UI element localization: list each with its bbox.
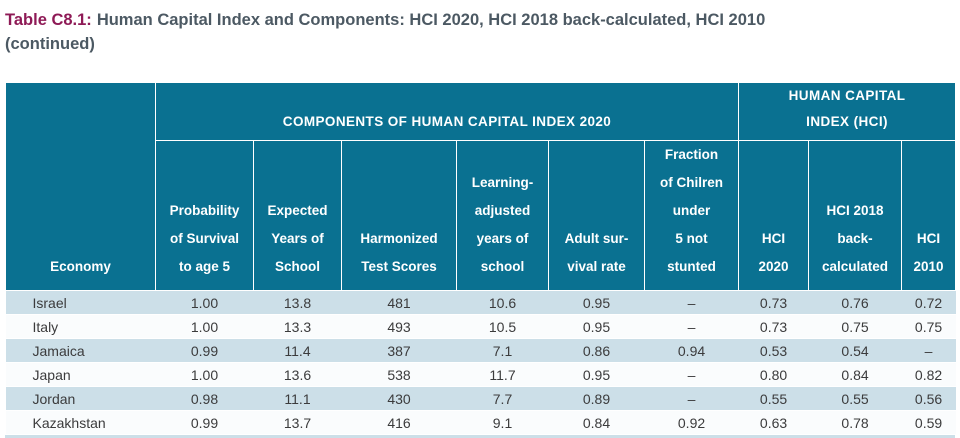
value-cell: 1.00 bbox=[155, 314, 254, 339]
value-cell: 0.98 bbox=[155, 386, 254, 411]
table-body: Israel 1.00 13.8 481 10.6 0.95 – 0.73 0.… bbox=[5, 290, 956, 435]
value-cell: 0.59 bbox=[901, 410, 956, 435]
value-cell: 0.84 bbox=[548, 410, 645, 435]
value-cell: 0.86 bbox=[548, 338, 645, 363]
value-cell: 11.7 bbox=[456, 362, 549, 387]
group-header-row: Economy COMPONENTS OF HUMAN CAPITAL INDE… bbox=[5, 82, 957, 291]
column-header-expected-years: Expected Years of School bbox=[253, 140, 342, 291]
value-cell: 0.94 bbox=[644, 338, 739, 363]
value-cell: 7.1 bbox=[456, 338, 549, 363]
table-row: Kazakhstan 0.99 13.7 416 9.1 0.84 0.92 0… bbox=[5, 410, 956, 435]
value-cell: 430 bbox=[341, 386, 457, 411]
table-caption: Table C8.1: Human Capital Index and Compo… bbox=[5, 8, 955, 56]
column-header-hci-2018: HCI 2018 back- calculated bbox=[808, 140, 903, 291]
value-cell: 0.56 bbox=[901, 386, 956, 411]
value-cell: – bbox=[644, 362, 739, 387]
economy-cell: Japan bbox=[5, 362, 156, 387]
column-header-economy: Economy bbox=[5, 82, 156, 291]
economy-cell: Kazakhstan bbox=[5, 410, 156, 435]
value-cell: 0.73 bbox=[738, 314, 809, 339]
column-header-survival: Probability of Survival to age 5 bbox=[155, 140, 254, 291]
value-cell: 10.6 bbox=[456, 290, 549, 315]
value-cell: 10.5 bbox=[456, 314, 549, 339]
hci-data-table: Economy COMPONENTS OF HUMAN CAPITAL INDE… bbox=[5, 82, 957, 435]
table-row: Italy 1.00 13.3 493 10.5 0.95 – 0.73 0.7… bbox=[5, 314, 956, 339]
column-header-row: Probability of Survival to age 5 Expecte… bbox=[6, 140, 957, 291]
table-row: Jordan 0.98 11.1 430 7.7 0.89 – 0.55 0.5… bbox=[5, 386, 956, 411]
economy-cell: Jamaica bbox=[5, 338, 156, 363]
value-cell: 0.73 bbox=[738, 290, 809, 315]
value-cell: 0.92 bbox=[644, 410, 739, 435]
value-cell: – bbox=[644, 386, 739, 411]
value-cell: 0.78 bbox=[808, 410, 902, 435]
value-cell: 0.99 bbox=[155, 410, 254, 435]
table-caption-title: Human Capital Index and Components: HCI … bbox=[5, 11, 766, 53]
table-row: Japan 1.00 13.6 538 11.7 0.95 – 0.80 0.8… bbox=[5, 362, 956, 387]
table-caption-number: Table C8.1: bbox=[5, 11, 92, 29]
column-header-not-stunted: Fraction of Chilren under 5 not stunted bbox=[643, 140, 740, 291]
value-cell: 0.95 bbox=[548, 362, 645, 387]
value-cell: 0.80 bbox=[738, 362, 809, 387]
value-cell: 11.1 bbox=[253, 386, 342, 411]
economy-cell: Israel bbox=[5, 290, 156, 315]
value-cell: 0.95 bbox=[548, 314, 645, 339]
value-cell: 416 bbox=[341, 410, 457, 435]
economy-cell: Jordan bbox=[5, 386, 156, 411]
column-header-adult-survival: Adult sur- vival rate bbox=[548, 140, 645, 291]
value-cell: 0.82 bbox=[901, 362, 956, 387]
value-cell: 538 bbox=[341, 362, 457, 387]
value-cell: 13.7 bbox=[253, 410, 342, 435]
table-header: Economy COMPONENTS OF HUMAN CAPITAL INDE… bbox=[5, 82, 957, 291]
value-cell: 0.95 bbox=[548, 290, 645, 315]
value-cell: 0.75 bbox=[901, 314, 956, 339]
group-header-components: COMPONENTS OF HUMAN CAPITAL INDEX 2020 bbox=[154, 82, 740, 141]
value-cell: 493 bbox=[341, 314, 457, 339]
value-cell: 0.63 bbox=[738, 410, 809, 435]
value-cell: 13.6 bbox=[253, 362, 342, 387]
economy-cell: Italy bbox=[5, 314, 156, 339]
value-cell: 9.1 bbox=[456, 410, 549, 435]
table-row: Israel 1.00 13.8 481 10.6 0.95 – 0.73 0.… bbox=[5, 290, 956, 315]
value-cell: 13.8 bbox=[253, 290, 342, 315]
value-cell: 1.00 bbox=[155, 362, 254, 387]
value-cell: 0.75 bbox=[808, 314, 902, 339]
value-cell: 387 bbox=[341, 338, 457, 363]
next-row-sliver bbox=[5, 435, 955, 438]
group-header-hci: HUMAN CAPITAL INDEX (HCI) bbox=[738, 82, 957, 141]
value-cell: 481 bbox=[341, 290, 457, 315]
value-cell: 0.72 bbox=[901, 290, 956, 315]
value-cell: 0.76 bbox=[808, 290, 902, 315]
value-cell: 0.55 bbox=[808, 386, 902, 411]
value-cell: 1.00 bbox=[155, 290, 254, 315]
column-header-learning-adjusted: Learning- adjusted years of school bbox=[456, 140, 549, 291]
value-cell: 0.99 bbox=[155, 338, 254, 363]
column-header-hci-2020: HCI 2020 bbox=[738, 140, 810, 291]
value-cell: – bbox=[644, 314, 739, 339]
value-cell: 0.84 bbox=[808, 362, 902, 387]
value-cell: 0.89 bbox=[548, 386, 645, 411]
column-header-hci-2010: HCI 2010 bbox=[901, 140, 957, 291]
value-cell: – bbox=[901, 338, 956, 363]
value-cell: 0.55 bbox=[738, 386, 809, 411]
value-cell: – bbox=[644, 290, 739, 315]
value-cell: 0.54 bbox=[808, 338, 902, 363]
table-row: Jamaica 0.99 11.4 387 7.1 0.86 0.94 0.53… bbox=[5, 338, 956, 363]
value-cell: 13.3 bbox=[253, 314, 342, 339]
value-cell: 0.53 bbox=[738, 338, 809, 363]
value-cell: 7.7 bbox=[456, 386, 549, 411]
column-header-test-scores: Harmonized Test Scores bbox=[341, 140, 457, 291]
value-cell: 11.4 bbox=[253, 338, 342, 363]
